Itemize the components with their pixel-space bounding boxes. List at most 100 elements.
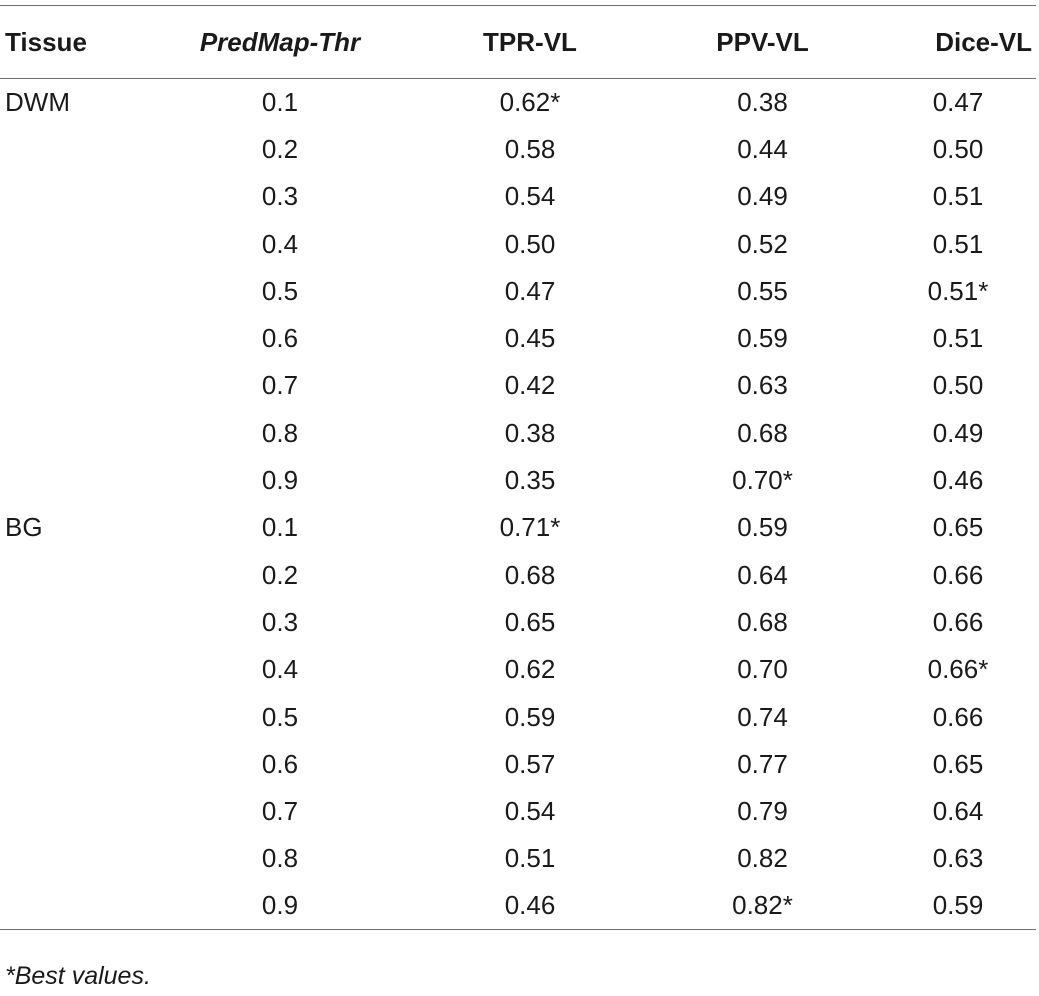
cell-tpr: 0.65 — [504, 606, 556, 637]
cell-tissue — [0, 220, 190, 267]
cell-thr: 0.1 — [261, 86, 299, 117]
cell-tpr: 0.57 — [504, 748, 556, 779]
cell-thr: 0.4 — [261, 654, 299, 685]
cell-thr: 0.3 — [261, 181, 299, 212]
cell-ppv: 0.82* — [630, 882, 865, 931]
cell-tissue — [0, 410, 190, 457]
cell-ppv: 0.70 — [737, 654, 788, 685]
cell-ppv: 0.63 — [737, 370, 788, 401]
cell-dice: 0.49 — [932, 417, 984, 448]
cell-tissue: DWM — [5, 86, 70, 117]
results-table: Tissue PredMap-Thr TPR-VL PPV-VL Dice-VL… — [0, 5, 1036, 931]
cell-dice: 0.51 — [932, 228, 984, 259]
cell-ppv: 0.59 — [737, 512, 788, 543]
cell-dice: 0.50 — [932, 133, 984, 164]
cell-dice: 0.65 — [932, 512, 984, 543]
cell-dice: 0.46 — [932, 465, 984, 496]
cell-tpr: 0.50 — [504, 228, 556, 259]
cell-ppv: 0.64 — [737, 559, 788, 590]
cell-tissue — [0, 315, 190, 362]
table-row: 0.6 0.45 0.59 0.51 — [0, 315, 1036, 362]
cell-tpr: 0.35 — [504, 465, 556, 496]
cell-dice: 0.47 — [932, 86, 984, 117]
cell-thr: 0.4 — [261, 228, 299, 259]
cell-thr: 0.9 — [261, 465, 299, 496]
table-row: 0.4 0.62 0.70 0.66* — [0, 646, 1036, 693]
cell-thr: 0.2 — [261, 559, 299, 590]
cell-tpr: 0.46 — [400, 882, 630, 931]
cell-thr: 0.2 — [261, 133, 299, 164]
cell-ppv: 0.70* — [732, 465, 793, 496]
cell-dice: 0.65 — [932, 748, 984, 779]
table-row: 0.2 0.58 0.44 0.50 — [0, 126, 1036, 173]
cell-thr: 0.1 — [261, 512, 299, 543]
table-row: 0.9 0.35 0.70* 0.46 — [0, 457, 1036, 504]
cell-thr: 0.9 — [190, 882, 400, 931]
cell-tpr: 0.68 — [504, 559, 556, 590]
cell-tissue — [0, 551, 190, 598]
cell-dice: 0.66 — [932, 606, 984, 637]
cell-tpr: 0.54 — [504, 181, 556, 212]
cell-tpr: 0.45 — [504, 323, 556, 354]
cell-tpr: 0.38 — [504, 417, 556, 448]
table-row: 0.4 0.50 0.52 0.51 — [0, 220, 1036, 267]
table-row: 0.5 0.47 0.55 0.51* — [0, 268, 1036, 315]
header-tissue: Tissue — [0, 5, 190, 79]
cell-tissue — [0, 362, 190, 409]
table-row: 0.8 0.38 0.68 0.49 — [0, 410, 1036, 457]
table-row: 0.8 0.51 0.82 0.63 — [0, 835, 1036, 882]
cell-thr: 0.3 — [261, 606, 299, 637]
cell-tpr: 0.42 — [504, 370, 556, 401]
header-tpr-vl: TPR-VL — [400, 5, 630, 79]
cell-thr: 0.6 — [261, 748, 299, 779]
cell-ppv: 0.68 — [737, 417, 788, 448]
table-row: 0.3 0.54 0.49 0.51 — [0, 173, 1036, 220]
cell-ppv: 0.82 — [737, 843, 788, 874]
cell-ppv: 0.77 — [737, 748, 788, 779]
table-row: 0.7 0.54 0.79 0.64 — [0, 788, 1036, 835]
cell-dice: 0.66 — [932, 559, 984, 590]
header-ppv-vl: PPV-VL — [630, 5, 865, 79]
cell-tissue — [0, 126, 190, 173]
table-row: DWM 0.1 0.62* 0.38 0.47 — [0, 79, 1036, 126]
cell-thr: 0.7 — [261, 796, 299, 827]
table-row: 0.9 0.46 0.82* 0.59 — [0, 882, 1036, 931]
cell-dice: 0.51* — [927, 275, 989, 306]
cell-tissue — [0, 173, 190, 220]
cell-thr: 0.6 — [261, 323, 299, 354]
results-table-container: Tissue PredMap-Thr TPR-VL PPV-VL Dice-VL… — [0, 5, 1036, 931]
cell-ppv: 0.79 — [737, 796, 788, 827]
cell-tissue — [0, 268, 190, 315]
cell-dice: 0.51 — [932, 323, 984, 354]
cell-thr: 0.7 — [261, 370, 299, 401]
cell-tissue — [0, 882, 190, 931]
cell-ppv: 0.68 — [737, 606, 788, 637]
table-row: 0.5 0.59 0.74 0.66 — [0, 693, 1036, 740]
cell-ppv: 0.52 — [737, 228, 788, 259]
cell-tpr: 0.62* — [499, 86, 561, 117]
cell-tissue — [0, 741, 190, 788]
cell-dice: 0.64 — [932, 796, 984, 827]
cell-dice: 0.66 — [932, 701, 984, 732]
cell-ppv: 0.38 — [737, 86, 788, 117]
cell-tpr: 0.62 — [504, 654, 556, 685]
cell-tissue — [0, 457, 190, 504]
cell-ppv: 0.49 — [737, 181, 788, 212]
cell-dice: 0.59 — [865, 882, 1036, 931]
cell-dice: 0.50 — [932, 370, 984, 401]
cell-tpr: 0.71* — [499, 512, 561, 543]
cell-tpr: 0.51 — [504, 843, 556, 874]
cell-tpr: 0.54 — [504, 796, 556, 827]
cell-tissue — [0, 835, 190, 882]
cell-tpr: 0.59 — [504, 701, 556, 732]
table-header: Tissue PredMap-Thr TPR-VL PPV-VL Dice-VL — [0, 5, 1036, 79]
cell-dice: 0.63 — [932, 843, 984, 874]
header-dice-vl: Dice-VL — [865, 5, 1036, 79]
table-body: DWM 0.1 0.62* 0.38 0.47 0.2 0.58 0.44 0.… — [0, 79, 1036, 931]
header-predmap-thr: PredMap-Thr — [190, 5, 400, 79]
table-footnote: *Best values. — [5, 962, 151, 990]
cell-thr: 0.5 — [261, 701, 299, 732]
table-row: 0.3 0.65 0.68 0.66 — [0, 599, 1036, 646]
cell-thr: 0.8 — [261, 843, 299, 874]
cell-tpr: 0.58 — [504, 133, 556, 164]
